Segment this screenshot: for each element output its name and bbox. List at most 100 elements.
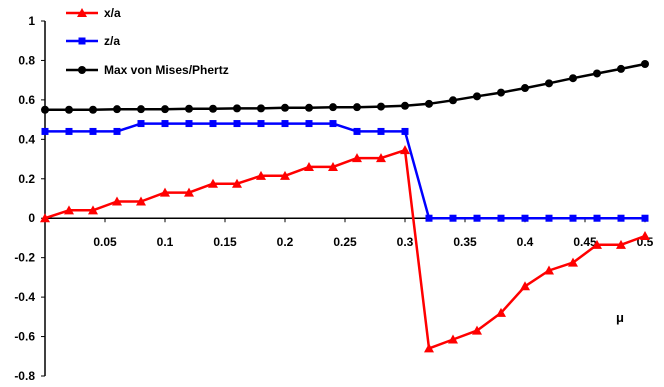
data-point-z-over-a — [497, 214, 505, 222]
data-point-z-over-a — [257, 120, 265, 128]
data-point-von-mises — [545, 79, 553, 88]
x-tick-label: 0.15 — [213, 235, 237, 249]
data-point-x-over-a — [448, 334, 458, 344]
data-point-x-over-a — [232, 178, 242, 188]
series-line-circle — [45, 62, 646, 112]
data-point-von-mises — [617, 64, 625, 73]
data-point-x-over-a — [280, 170, 290, 180]
data-point-von-mises — [377, 102, 385, 111]
x-tick-label: 0.2 — [277, 235, 294, 249]
data-point-x-over-a — [400, 145, 410, 155]
data-point-x-over-a — [520, 281, 530, 291]
data-point-z-over-a — [569, 214, 577, 222]
data-point-x-over-a — [328, 161, 338, 171]
data-point-x-over-a — [496, 307, 506, 317]
data-point-z-over-a — [401, 127, 409, 135]
data-point-z-over-a — [353, 127, 361, 135]
data-point-von-mises — [257, 104, 265, 113]
data-point-x-over-a — [568, 257, 578, 267]
data-point-z-over-a — [209, 120, 217, 128]
legend-item: x/a — [66, 6, 121, 20]
y-tick-label: -0.6 — [14, 330, 35, 344]
series-markers — [40, 59, 650, 353]
legend-marker-circle — [78, 66, 86, 74]
series-line-square — [45, 122, 645, 220]
y-tick-label: -0.8 — [14, 369, 35, 383]
x-tick-label: 0.35 — [453, 235, 477, 249]
data-point-x-over-a — [88, 205, 98, 215]
data-point-von-mises — [113, 105, 121, 114]
legend-item: Max von Mises/Phertz — [66, 63, 229, 77]
y-tick-label: 1 — [28, 14, 35, 28]
data-point-z-over-a — [473, 214, 481, 222]
data-point-x-over-a — [304, 161, 314, 171]
data-point-z-over-a — [305, 120, 313, 128]
y-tick-label: -0.2 — [14, 251, 35, 265]
chart-legend: x/a z/a Max von Mises/Phertz — [66, 6, 229, 77]
data-point-von-mises — [161, 105, 169, 114]
data-point-x-over-a — [640, 230, 650, 240]
data-point-von-mises — [137, 105, 145, 114]
series-lines — [44, 62, 646, 350]
data-point-von-mises — [521, 84, 529, 93]
data-point-z-over-a — [137, 120, 145, 128]
data-point-x-over-a — [352, 153, 362, 163]
data-point-z-over-a — [545, 214, 553, 222]
y-tick-label: -0.4 — [14, 290, 35, 304]
data-point-x-over-a — [472, 325, 482, 335]
data-point-z-over-a — [65, 127, 73, 135]
series-line-triangle — [44, 148, 646, 350]
legend-label: x/a — [104, 6, 121, 20]
data-point-z-over-a — [449, 214, 457, 222]
data-point-von-mises — [569, 74, 577, 83]
data-point-z-over-a — [329, 120, 337, 128]
data-point-x-over-a — [136, 196, 146, 206]
data-point-von-mises — [89, 105, 97, 114]
y-tick-label: 0 — [28, 211, 35, 225]
legend-marker-triangle — [77, 8, 87, 17]
data-point-von-mises — [305, 103, 313, 112]
data-point-von-mises — [473, 92, 481, 101]
data-point-x-over-a — [112, 196, 122, 206]
x-tick-label: 0.1 — [157, 235, 174, 249]
legend-label: z/a — [104, 34, 120, 48]
data-point-von-mises — [233, 104, 241, 113]
data-point-von-mises — [65, 105, 73, 114]
data-point-z-over-a — [617, 214, 625, 222]
data-point-x-over-a — [184, 187, 194, 197]
data-point-z-over-a — [641, 214, 649, 222]
x-tick-label: 0.25 — [333, 235, 357, 249]
data-point-x-over-a — [64, 205, 74, 215]
data-point-von-mises — [185, 104, 193, 113]
y-tick-label: 0.4 — [18, 132, 35, 146]
data-point-von-mises — [329, 103, 337, 112]
data-point-von-mises — [281, 103, 289, 112]
data-point-z-over-a — [425, 214, 433, 222]
y-tick-label: 0.6 — [18, 93, 35, 107]
data-point-z-over-a — [185, 120, 193, 128]
x-tick-label: 0.4 — [517, 235, 534, 249]
legend-marker-square — [78, 37, 86, 45]
data-point-x-over-a — [616, 239, 626, 249]
data-point-z-over-a — [377, 127, 385, 135]
data-point-von-mises — [41, 105, 49, 114]
x-tick-label: 0.3 — [397, 235, 414, 249]
data-point-z-over-a — [41, 127, 49, 135]
data-point-z-over-a — [89, 127, 97, 135]
data-point-z-over-a — [521, 214, 529, 222]
data-point-von-mises — [353, 103, 361, 112]
data-point-z-over-a — [593, 214, 601, 222]
data-point-von-mises — [593, 69, 601, 78]
data-point-x-over-a — [160, 187, 170, 197]
x-axis-label: μ — [616, 310, 624, 325]
data-point-von-mises — [641, 59, 649, 68]
data-point-x-over-a — [256, 170, 266, 180]
data-point-x-over-a — [592, 239, 602, 249]
data-point-x-over-a — [376, 153, 386, 163]
x-tick-label: 0.45 — [573, 235, 597, 249]
y-tick-labels: 1 0.8 0.6 0.4 0.2 0 -0.2 -0.4 -0.6 -0.8 — [14, 14, 35, 383]
data-point-von-mises — [449, 96, 457, 105]
data-point-von-mises — [401, 101, 409, 110]
data-point-z-over-a — [281, 120, 289, 128]
